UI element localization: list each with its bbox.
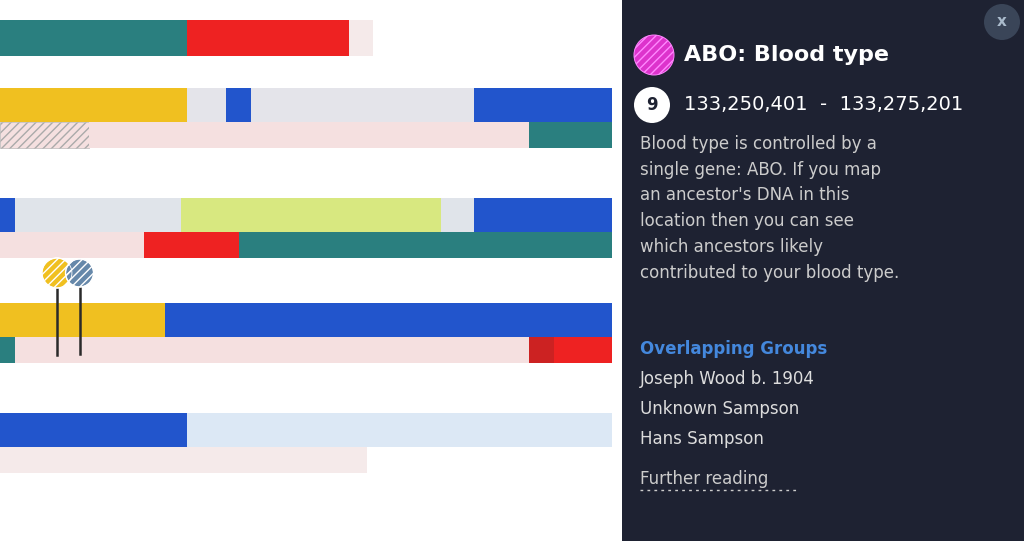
Bar (0, 198, 15, 232)
Text: Hans Sampson: Hans Sampson (640, 430, 764, 448)
Text: x: x (997, 15, 1007, 30)
Bar (368, 303, 612, 337)
Text: Unknown Sampson: Unknown Sampson (640, 400, 800, 418)
Bar (349, 20, 374, 56)
Bar (186, 20, 349, 56)
Bar (186, 88, 226, 122)
Bar (15, 198, 180, 232)
Bar (0, 122, 89, 148)
Circle shape (634, 35, 674, 75)
Bar (368, 413, 612, 447)
Bar (529, 337, 554, 363)
Bar (440, 198, 474, 232)
Circle shape (634, 87, 670, 123)
Bar (239, 232, 612, 258)
Bar (529, 122, 612, 148)
Bar (0, 20, 186, 56)
Bar (0, 232, 143, 258)
Bar (251, 88, 474, 122)
Bar (0, 303, 165, 337)
Bar (89, 122, 529, 148)
Bar (622, 0, 1024, 541)
Text: 133,250,401  -  133,275,201: 133,250,401 - 133,275,201 (684, 96, 964, 115)
Circle shape (984, 4, 1020, 40)
Circle shape (42, 258, 72, 288)
Bar (0, 337, 15, 363)
Bar (165, 303, 368, 337)
Bar (554, 337, 612, 363)
Bar (15, 337, 529, 363)
Bar (186, 413, 368, 447)
Bar (143, 232, 239, 258)
Text: 9: 9 (646, 96, 657, 114)
Text: Overlapping Groups: Overlapping Groups (640, 340, 827, 358)
Bar (474, 198, 612, 232)
Bar (180, 198, 440, 232)
Bar (0, 88, 186, 122)
Text: ABO: Blood type: ABO: Blood type (684, 45, 889, 65)
Bar (226, 88, 251, 122)
Bar (0, 447, 368, 473)
Text: Blood type is controlled by a
single gene: ABO. If you map
an ancestor's DNA in : Blood type is controlled by a single gen… (640, 135, 899, 281)
Text: Joseph Wood b. 1904: Joseph Wood b. 1904 (640, 370, 815, 388)
Text: Further reading: Further reading (640, 470, 768, 488)
Bar (0, 413, 186, 447)
Bar (474, 88, 612, 122)
Circle shape (66, 259, 93, 287)
